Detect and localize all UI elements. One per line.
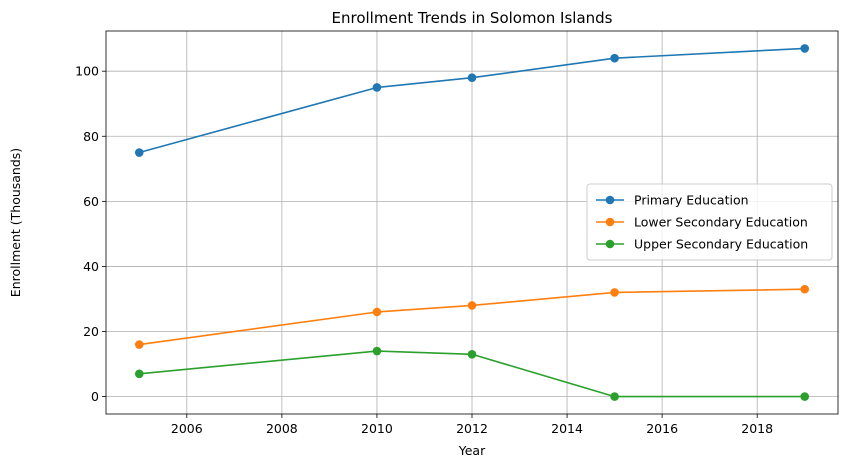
series-layer: [134, 44, 810, 401]
y-tick-label: 40: [83, 259, 99, 274]
data-point: [372, 307, 382, 317]
chart-title: Enrollment Trends in Solomon Islands: [332, 9, 613, 27]
legend-marker: [605, 217, 615, 227]
series-1: [134, 44, 810, 157]
data-point: [610, 288, 619, 297]
legend-label: Upper Secondary Education: [634, 237, 808, 252]
x-tick-label: 2012: [456, 421, 488, 436]
data-point: [800, 392, 810, 401]
legend-marker: [605, 195, 615, 205]
data-point: [610, 392, 619, 401]
data-point: [372, 83, 382, 92]
y-tick-label: 80: [83, 129, 99, 144]
data-point: [610, 53, 619, 63]
x-tick-label: 2006: [171, 421, 203, 436]
legend-box: [586, 183, 833, 261]
x-tick-label: 2008: [266, 421, 298, 436]
y-tick-label: 0: [91, 389, 99, 404]
y-tick-label: 20: [83, 324, 99, 339]
x-tick-label: 2010: [361, 421, 393, 436]
data-point: [134, 369, 144, 379]
x-tick-label: 2018: [741, 421, 773, 436]
data-point: [372, 346, 382, 356]
legend-item: Upper Secondary Education: [596, 237, 808, 252]
axis-ticks: 2006 2008 2010 2012 2014 2016 2018 0 20 40 60 80 100: [75, 64, 773, 436]
data-point: [134, 148, 144, 157]
data-point: [467, 73, 477, 82]
legend-label: Primary Education: [634, 193, 749, 208]
y-axis-label: Enrollment (Thousands): [8, 148, 23, 297]
x-axis-label: Year: [458, 443, 486, 458]
legend-item: Lower Secondary Education: [596, 215, 808, 230]
legend: Primary Education Lower Secondary Educati…: [586, 183, 833, 261]
data-point: [467, 349, 477, 359]
legend-marker: [605, 239, 615, 249]
series-3: [134, 346, 810, 401]
data-point: [800, 44, 810, 53]
y-tick-label: 100: [75, 64, 99, 79]
data-point: [134, 340, 144, 349]
data-point: [467, 301, 477, 310]
x-tick-label: 2014: [551, 421, 583, 436]
data-point: [800, 284, 810, 294]
y-tick-label: 60: [83, 194, 99, 209]
x-tick-label: 2016: [646, 421, 678, 436]
series-2: [134, 284, 810, 349]
legend-item: Primary Education: [596, 193, 749, 208]
legend-label: Lower Secondary Education: [634, 215, 808, 230]
